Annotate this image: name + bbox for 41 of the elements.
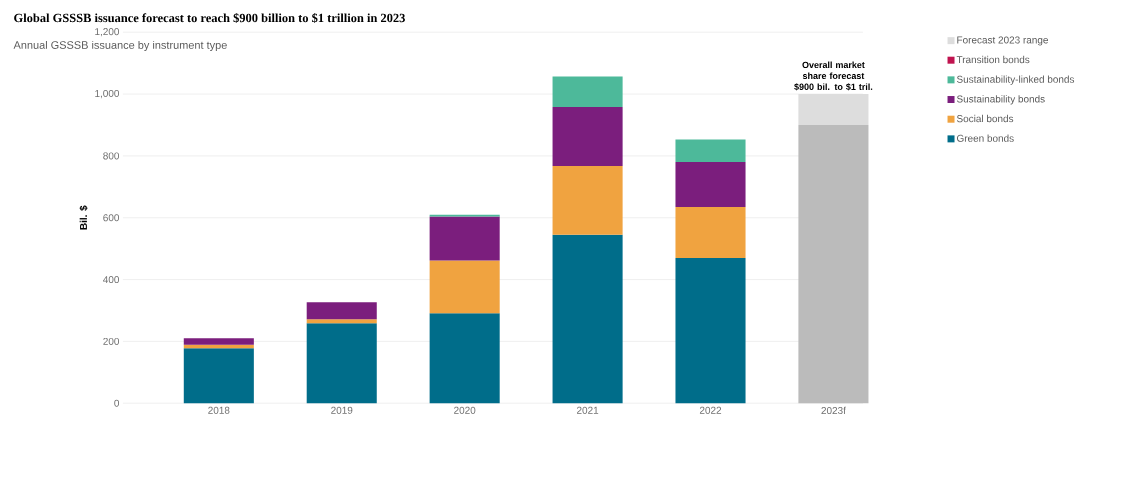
y-tick-label: 200	[103, 337, 120, 345]
text: Annual GSSSB issuance by instrument type	[13, 40, 227, 52]
y-tick-label: 1,000	[95, 89, 120, 99]
legend-label: Social bonds	[956, 114, 1014, 123]
legend-label: Forecast 2023 range	[957, 36, 1048, 46]
legend-label: Sustainability bonds	[956, 95, 1045, 105]
bar	[798, 94, 869, 125]
bar	[183, 348, 254, 404]
bar	[429, 260, 500, 314]
bar	[306, 323, 377, 404]
bar	[429, 216, 500, 261]
legend-label: Transition bonds	[956, 55, 1030, 64]
x-tick-label: 2020	[454, 406, 476, 414]
bar	[552, 76, 623, 108]
bar	[306, 319, 377, 324]
bar	[306, 302, 377, 320]
bar	[675, 162, 746, 207]
x-tick-label: 2018	[208, 406, 230, 414]
annotation: Overall market share forecast $900 bil. to $1 tril.	[794, 61, 873, 91]
x-tick-label: 2021	[577, 406, 599, 414]
y-tick-label: 0	[114, 399, 120, 407]
legend-label: Sustainability-linked bonds	[956, 75, 1075, 85]
x-tick-label: 2022	[699, 406, 722, 414]
bar	[675, 139, 746, 163]
bar	[675, 257, 746, 404]
y-tick-label: 1,200	[95, 28, 120, 37]
bar	[675, 206, 746, 258]
bar	[552, 166, 623, 235]
chart-title: Global GSSSB issuance forecast to reach $900 billion to $1 trillion in 2023	[14, 13, 405, 23]
y-tick-label: 400	[103, 276, 120, 284]
legend-label: Green bonds	[957, 134, 1014, 142]
x-tick-label: 2023f	[821, 406, 846, 415]
bar	[798, 124, 869, 404]
bar	[183, 338, 254, 345]
x-tick-label: 2019	[331, 406, 353, 414]
y-tick-label: 800	[103, 152, 120, 160]
bar	[552, 234, 623, 404]
y-axis-title: Bil. $	[79, 205, 88, 230]
bar	[429, 313, 500, 404]
bar	[552, 107, 623, 167]
y-tick-label: 600	[103, 214, 120, 222]
